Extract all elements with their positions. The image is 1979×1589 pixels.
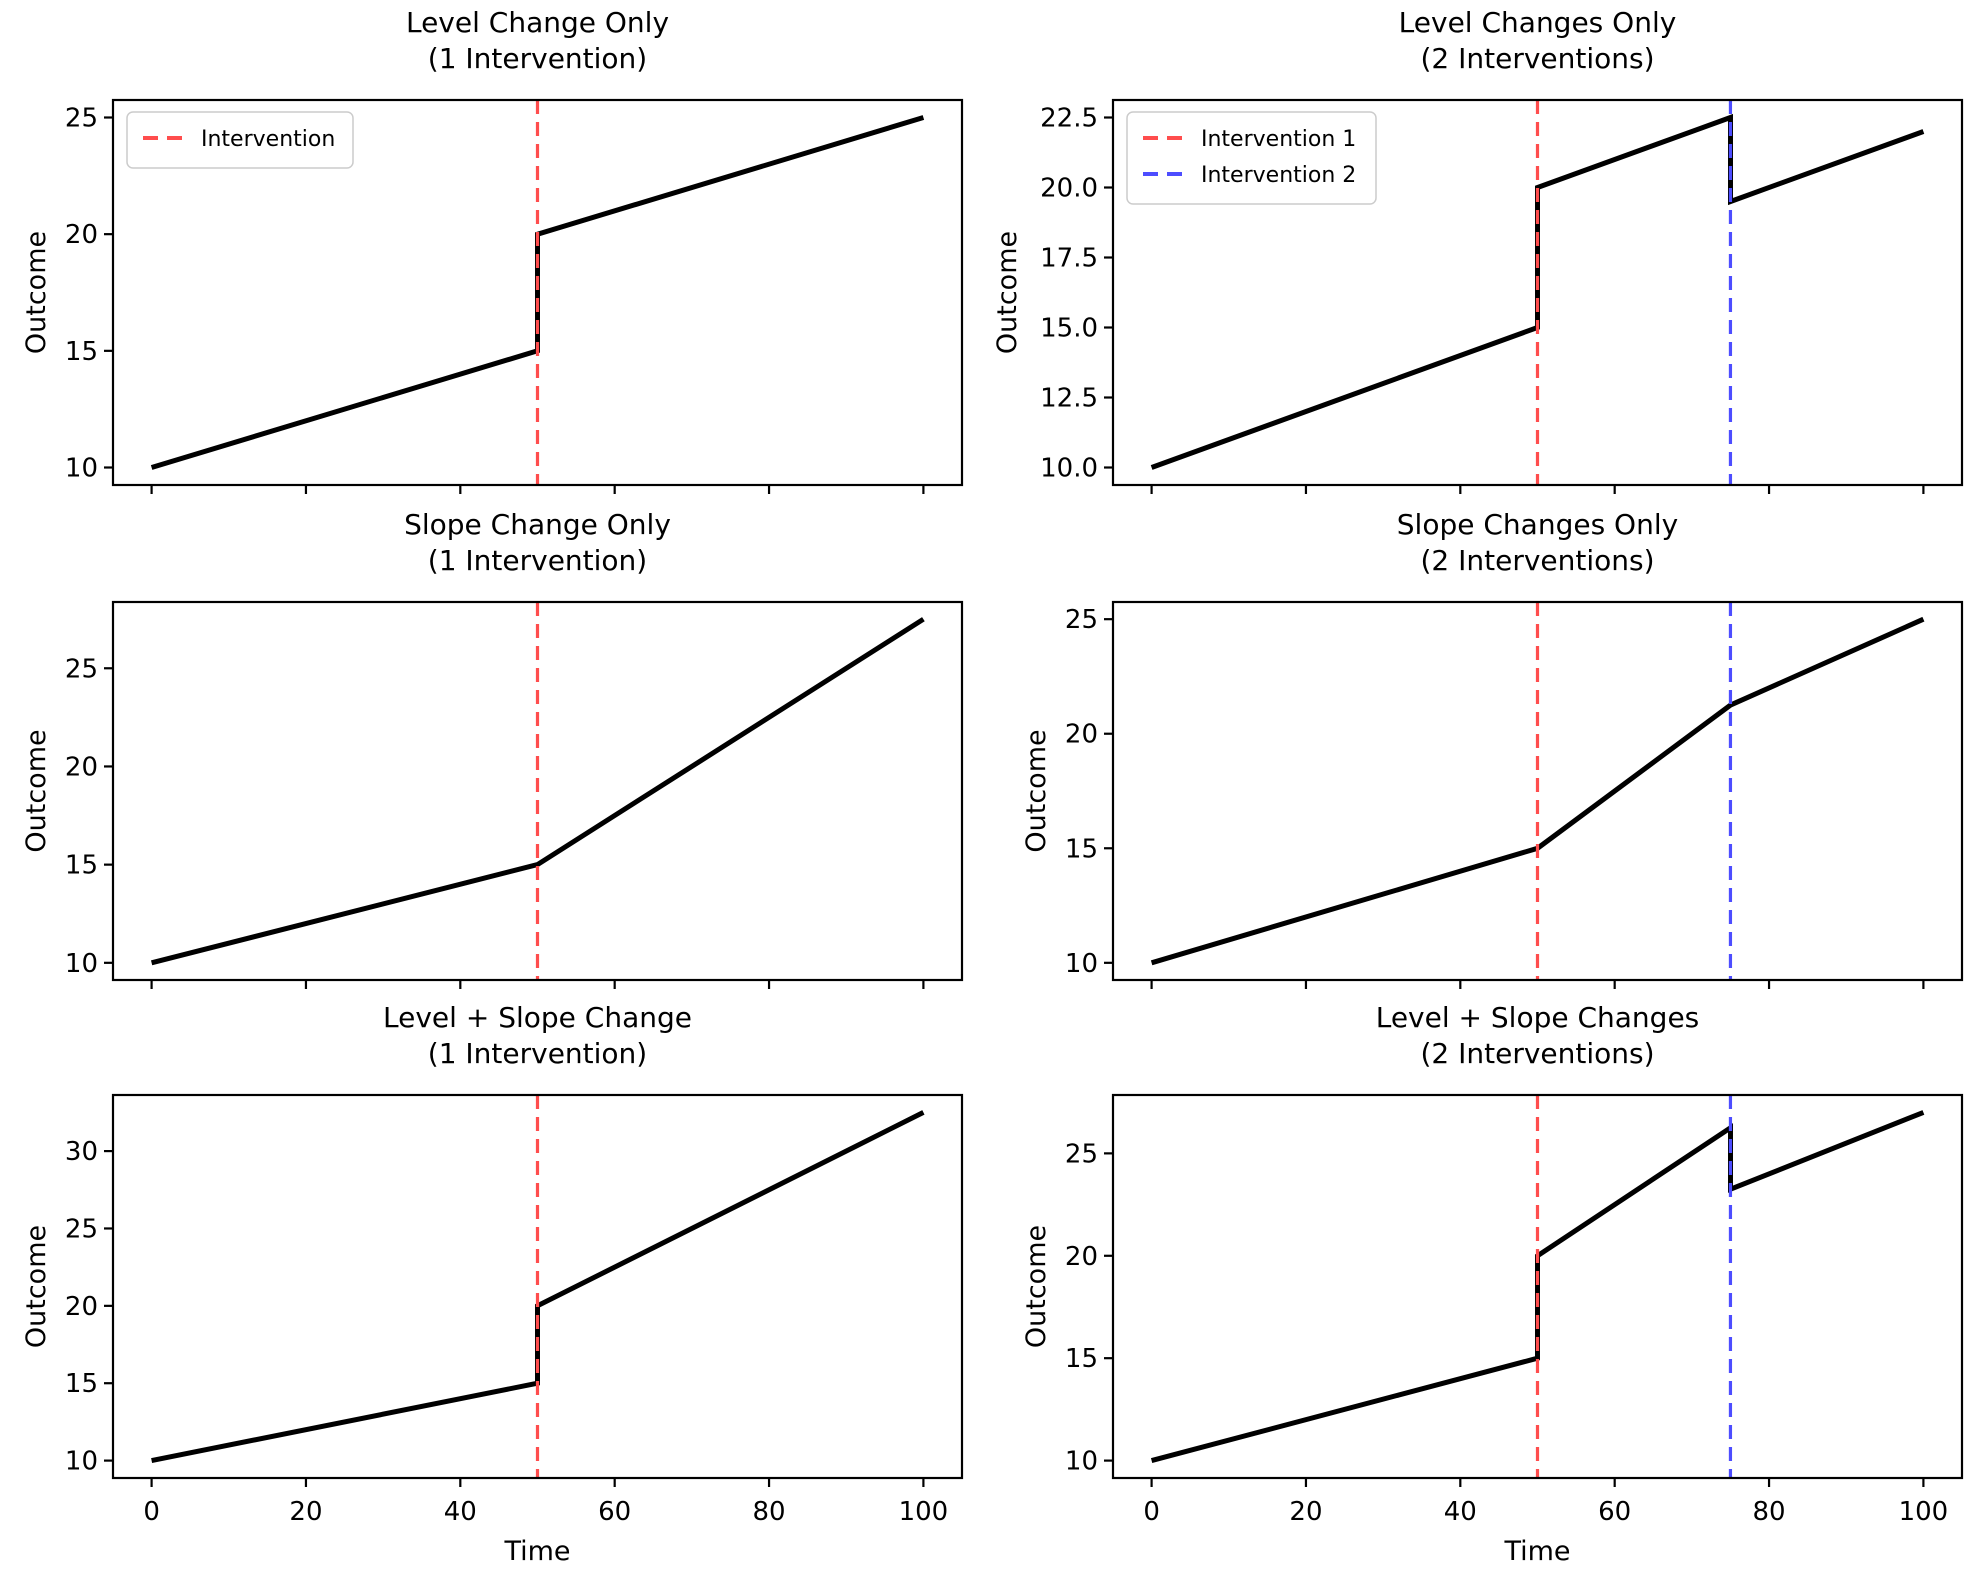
panel-title-line1: Slope Changes Only: [1397, 508, 1678, 541]
y-axis-label: Outcome: [1021, 1225, 1052, 1348]
legend-label-2: Intervention 2: [1201, 163, 1356, 188]
outcome-line: [1150, 616, 1925, 966]
panel-title-line1: Slope Change Only: [404, 508, 671, 541]
y-axis-label: Outcome: [992, 231, 1023, 354]
y-tick-label: 10: [65, 1447, 98, 1477]
y-tick-label: 20: [65, 752, 98, 782]
outcome-line: [150, 617, 925, 966]
y-tick-label: 20.0: [1040, 174, 1098, 204]
legend-label-1: Intervention: [201, 127, 335, 152]
y-tick-label: 25: [65, 1214, 98, 1244]
y-tick-label: 15: [65, 851, 98, 881]
panel-level-plus-slope-changes-2-interventions: Level + Slope Changes(2 Interventions) 0 2…: [1021, 1001, 1964, 1567]
axes-frame: [111, 98, 964, 487]
panel-title-line2: (2 Interventions): [1420, 544, 1654, 577]
outcome-line: [1150, 113, 1925, 470]
x-tick-label: 20: [1289, 1497, 1322, 1527]
x-tick-label: 40: [444, 1497, 477, 1527]
y-tick-label: 15: [1065, 834, 1098, 864]
panel-level-changes-2-interventions: Level Changes Only(2 Interventions) 10.0 1…: [992, 6, 1964, 494]
y-tick-label: 10: [65, 454, 98, 484]
panel-title-line1: Level + Slope Changes: [1376, 1001, 1700, 1034]
axes-frame: [1111, 1093, 1964, 1480]
outcome-line: [150, 115, 925, 470]
y-tick-label: 30: [65, 1137, 98, 1167]
x-axis-label: Time: [1503, 1536, 1570, 1567]
panel-title-line2: (1 Intervention): [428, 1037, 647, 1070]
x-tick-label: 80: [1752, 1497, 1785, 1527]
axes-frame: [111, 1093, 964, 1480]
y-tick-label: 15: [65, 337, 98, 367]
x-tick-label: 80: [752, 1497, 785, 1527]
x-tick-label: 40: [1444, 1497, 1477, 1527]
panel-title-line1: Level + Slope Change: [383, 1001, 692, 1034]
y-tick-label: 12.5: [1040, 384, 1098, 414]
y-tick-label: 15: [65, 1369, 98, 1399]
axes-frame: [1111, 98, 1964, 487]
axes-frame: [111, 600, 964, 982]
panel-level-plus-slope-change-1-intervention: Level + Slope Change(1 Intervention) 0 20 4…: [21, 1001, 964, 1567]
y-tick-label: 25: [65, 104, 98, 134]
y-tick-label: 10: [65, 949, 98, 979]
x-tick-label: 60: [598, 1497, 631, 1527]
legend: Intervention: [126, 111, 354, 169]
y-tick-label: 15: [1065, 1344, 1098, 1374]
y-axis-label: Outcome: [21, 1225, 52, 1348]
y-axis-label: Outcome: [1021, 729, 1052, 852]
y-tick-label: 20: [1065, 720, 1098, 750]
panel-title-line2: (2 Interventions): [1420, 1037, 1654, 1070]
panel-title-line2: (2 Interventions): [1420, 42, 1654, 75]
x-tick-label: 0: [143, 1497, 160, 1527]
y-tick-label: 25: [65, 654, 98, 684]
y-tick-label: 25: [1065, 605, 1098, 635]
y-tick-label: 17.5: [1040, 244, 1098, 274]
x-tick-label: 60: [1598, 1497, 1631, 1527]
outcome-line: [1150, 1110, 1925, 1464]
panel-title-line1: Level Change Only: [406, 6, 669, 39]
panel-slope-change-1-intervention: Slope Change Only(1 Intervention) 10 15 20 2…: [21, 508, 964, 989]
y-tick-label: 20: [65, 220, 98, 250]
x-tick-label: 20: [289, 1497, 322, 1527]
y-tick-label: 22.5: [1040, 104, 1098, 134]
x-tick-label: 0: [1143, 1497, 1160, 1527]
y-tick-label: 10: [1065, 949, 1098, 979]
panel-title-line1: Level Changes Only: [1399, 6, 1677, 39]
y-tick-label: 25: [1065, 1139, 1098, 1169]
panel-level-change-1-intervention: Level Change Only(1 Intervention) 10 15 20 2…: [21, 6, 964, 494]
axes-frame: [1111, 600, 1964, 982]
legend: Intervention 1 Intervention 2: [1126, 111, 1377, 205]
y-tick-label: 20: [1065, 1242, 1098, 1272]
panel-title-line2: (1 Intervention): [428, 42, 647, 75]
legend-box: [1126, 111, 1377, 205]
y-tick-label: 15.0: [1040, 314, 1098, 344]
legend-label-1: Intervention 1: [1201, 127, 1356, 152]
panel-slope-changes-2-interventions: Slope Changes Only(2 Interventions) 10 15 2…: [1021, 508, 1964, 989]
y-axis-label: Outcome: [21, 231, 52, 354]
x-tick-label: 100: [899, 1497, 949, 1527]
y-tick-label: 10.0: [1040, 454, 1098, 484]
y-axis-label: Outcome: [21, 729, 52, 852]
panel-title-line2: (1 Intervention): [428, 544, 647, 577]
legend-box: [126, 111, 354, 169]
x-tick-label: 100: [1899, 1497, 1949, 1527]
y-tick-label: 10: [1065, 1447, 1098, 1477]
y-tick-label: 20: [65, 1292, 98, 1322]
x-axis-label: Time: [503, 1536, 570, 1567]
